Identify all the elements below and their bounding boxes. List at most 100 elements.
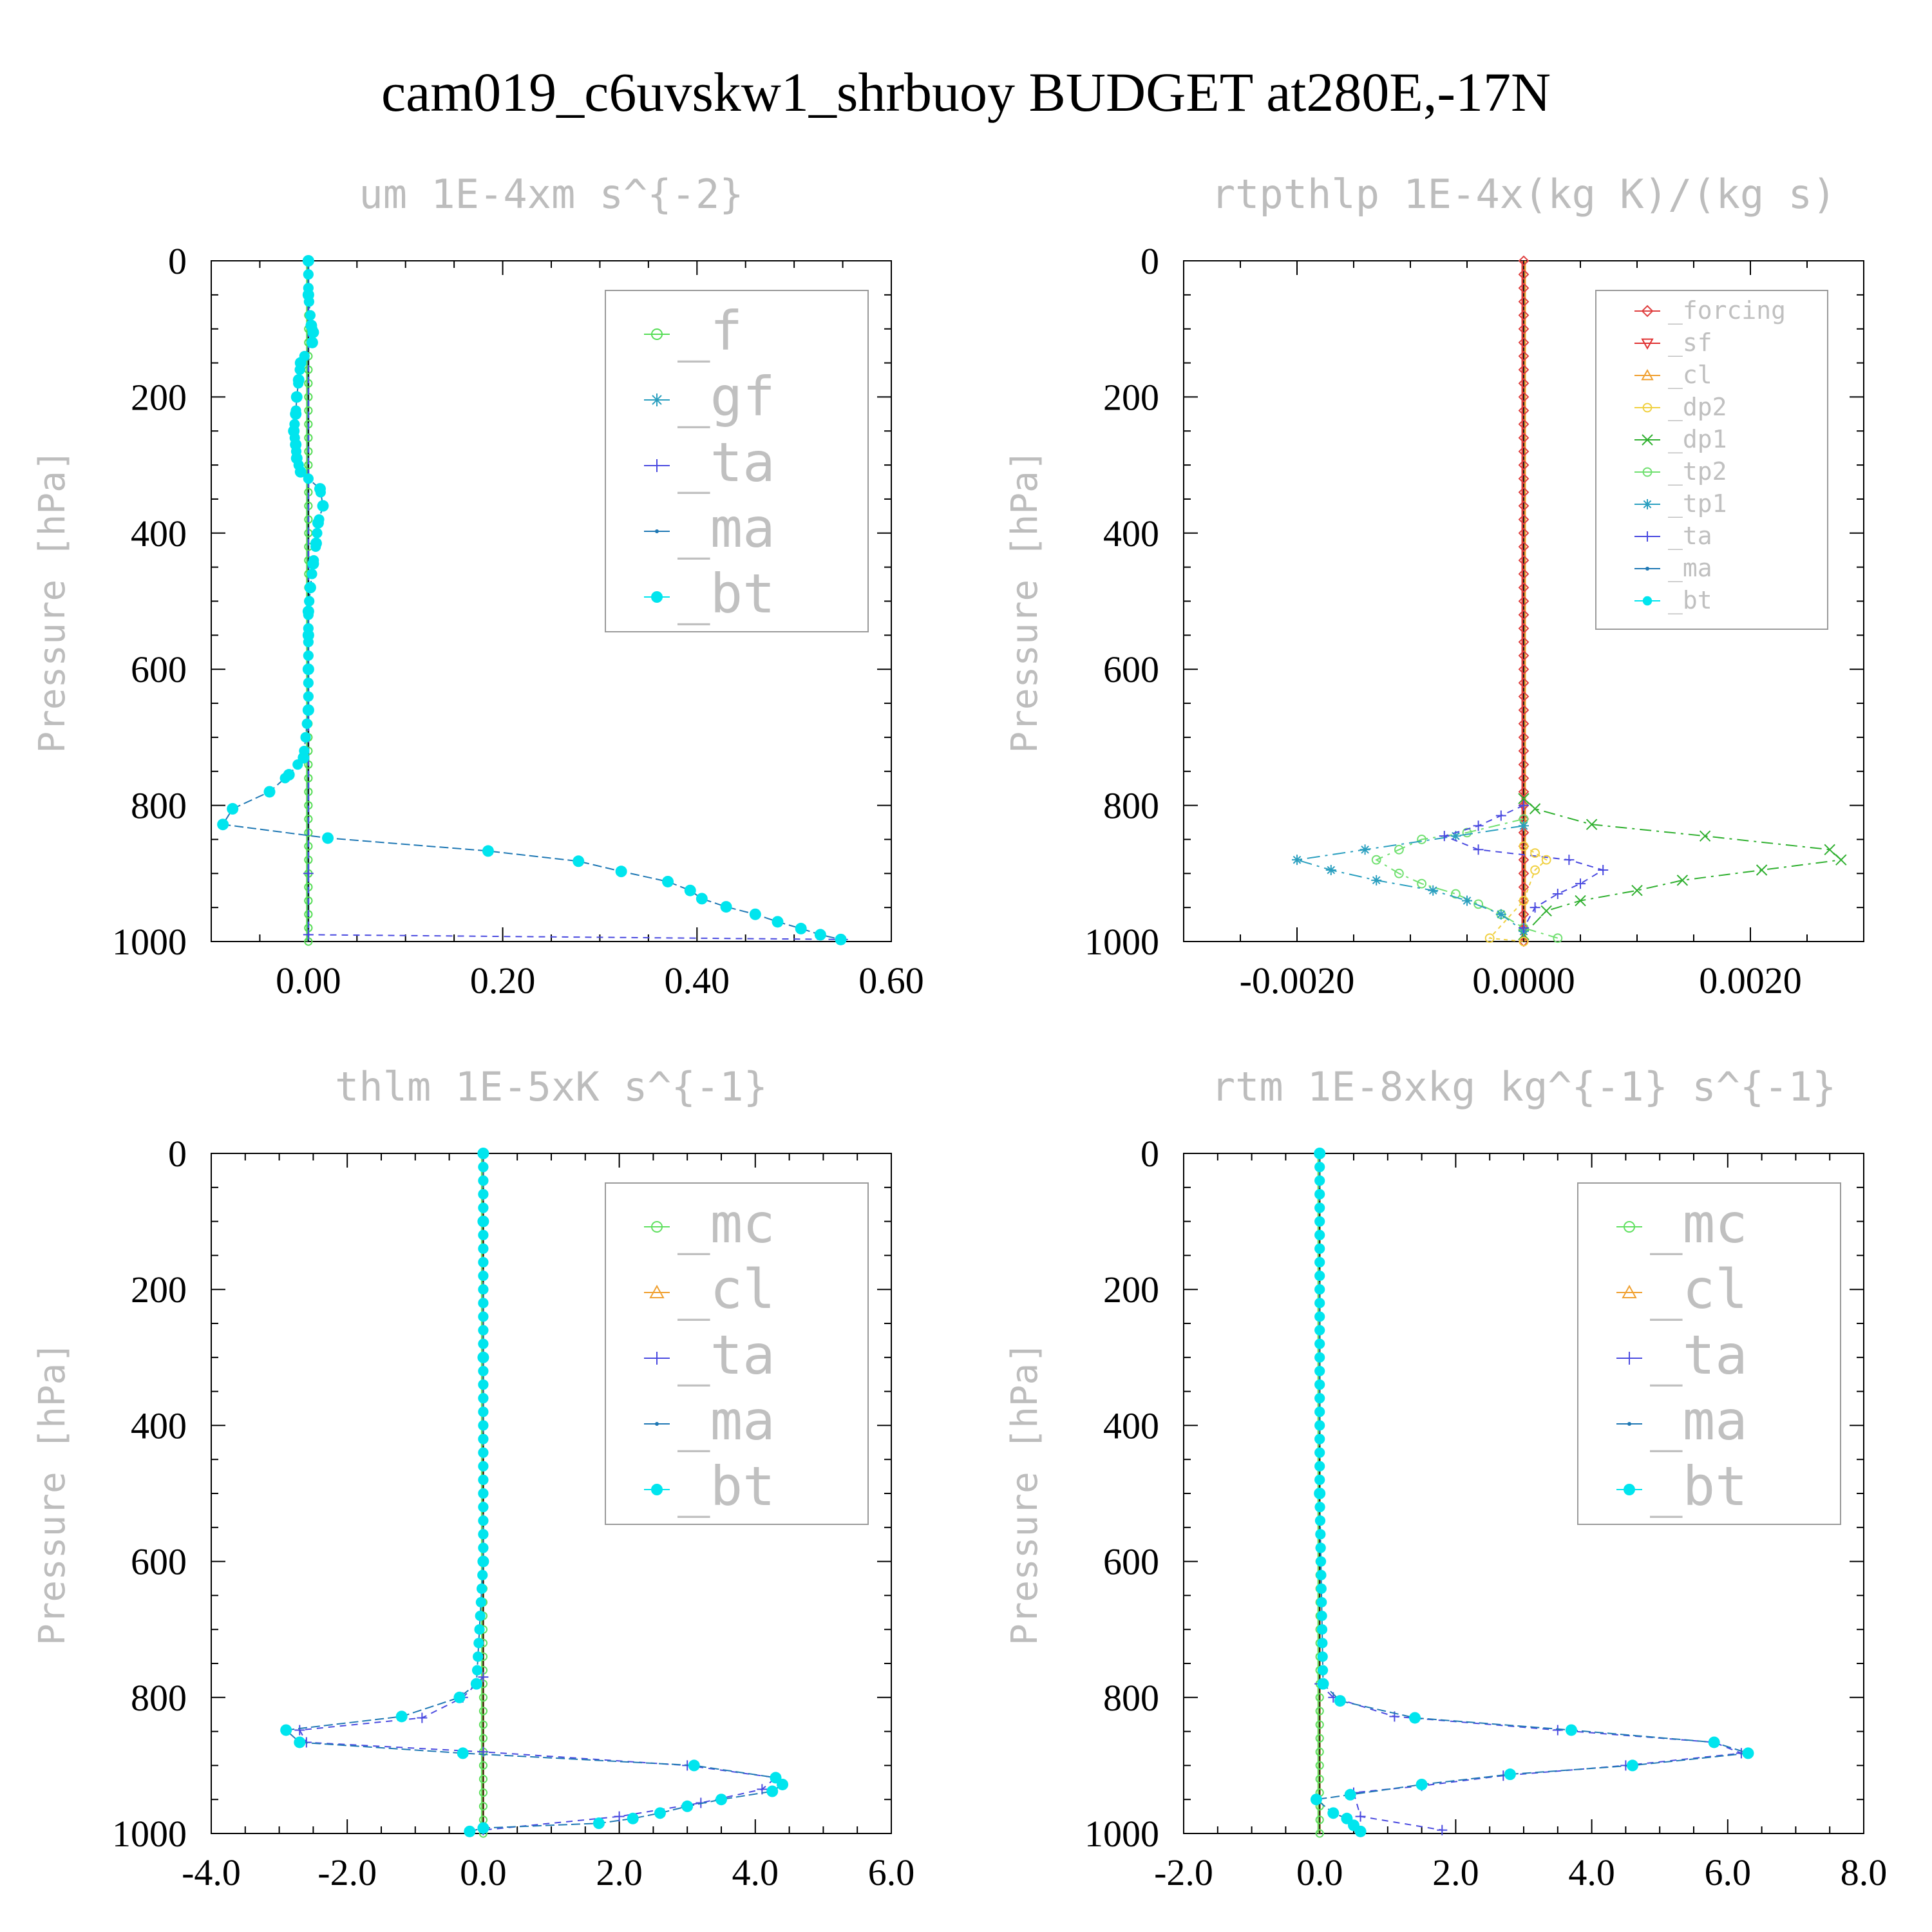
y-tick-label: 200	[1103, 376, 1159, 418]
x-tick-label: 0.40	[665, 960, 730, 1001]
series-_bt-point	[478, 1474, 489, 1485]
series-_bt-point	[294, 365, 305, 375]
series-_bt-point	[478, 1420, 489, 1431]
series-_bt-point	[1315, 1529, 1326, 1540]
legend-box	[605, 1182, 869, 1525]
series-_bt-point	[300, 732, 311, 743]
series-_forcing-point	[1518, 827, 1530, 838]
legend-marker	[650, 393, 663, 406]
series-_bt-point	[720, 901, 732, 913]
y-tick-label: 1000	[112, 1813, 187, 1855]
series-_bt-point	[303, 677, 314, 688]
series-_forcing-point	[1518, 486, 1530, 498]
series-_forcing-point	[1518, 854, 1530, 866]
series-_bt-point	[290, 446, 302, 457]
series-_bt-point	[294, 1736, 306, 1748]
y-tick-label: 1000	[1084, 921, 1159, 963]
series-_forcing-point	[1518, 636, 1530, 648]
series-_dp1-point	[1824, 844, 1835, 856]
series-_dp1-point	[1586, 819, 1598, 830]
x-tick-label: 0.0	[460, 1852, 507, 1893]
series-_dp1-point	[1631, 885, 1643, 896]
series-_bt-point	[478, 1162, 489, 1173]
series-_ta-point	[1552, 889, 1563, 900]
series-_ta-point	[1564, 855, 1575, 866]
y-tick-label: 800	[131, 785, 187, 827]
series-_bt-point	[475, 1596, 486, 1608]
series-_tp1-point	[1292, 855, 1302, 866]
series-_bt-point	[1314, 1148, 1325, 1159]
y-tick-label: 600	[1103, 1541, 1159, 1583]
series-_bt-point	[1315, 1556, 1327, 1567]
series-_dp2-point	[1519, 896, 1529, 905]
series-_tp2-point	[1394, 844, 1404, 855]
series-_bt-point	[477, 1822, 489, 1834]
series-_forcing-point	[1518, 554, 1530, 566]
series-_bt-point	[470, 1678, 482, 1690]
series-_bt-point	[290, 405, 301, 416]
legend-label: _ta	[1668, 522, 1712, 551]
series-_bt-point	[766, 1785, 779, 1797]
series-_bt-point	[1314, 1338, 1325, 1349]
series-_tp2-point	[1451, 889, 1461, 899]
series-_dp1-point	[1699, 830, 1711, 842]
series-_bt-point	[291, 392, 302, 402]
series-_bt-point	[227, 802, 239, 815]
y-tick-label: 400	[1103, 1405, 1159, 1446]
series-_bt-point	[482, 845, 494, 857]
legend-label: _mc	[677, 1192, 775, 1255]
series-_bt-point	[478, 1256, 489, 1268]
series-_tp1-point	[1495, 909, 1506, 920]
legend-marker	[1642, 531, 1653, 542]
series-_bt-point	[1314, 1474, 1325, 1485]
y-tick-label: 600	[1103, 649, 1159, 690]
series-_ta-point	[1495, 810, 1506, 821]
y-axis-label: Pressure [hPa]	[1004, 449, 1046, 753]
panel-4: rtm 1E-8xkg kg^{-1} s^{-1} 0 200 400 600 800 1…	[1004, 1063, 1887, 1893]
legend-marker	[655, 529, 659, 533]
series-_bt-point	[478, 1542, 489, 1553]
series-_bt-point	[478, 1243, 489, 1254]
panel-title: rtpthlp 1E-4x(kg K)/(kg s)	[1211, 171, 1837, 218]
legend-label: _f	[677, 299, 743, 363]
legend-marker	[650, 1352, 663, 1365]
series-_forcing-point	[1518, 514, 1530, 526]
series-_bt-point	[478, 1447, 489, 1458]
series-_bt-point	[304, 596, 315, 607]
series-_bt-point	[749, 908, 761, 920]
series-_bt-point	[473, 1651, 484, 1662]
series-_bt-point	[473, 1638, 484, 1649]
series-_bt-point	[293, 378, 304, 389]
series-_forcing-point	[1518, 296, 1530, 307]
series-_bt-point	[1314, 1175, 1325, 1186]
series-_tp1-point	[1428, 885, 1439, 896]
series-_tp1-point	[1450, 831, 1461, 842]
y-tick-label: 200	[1103, 1269, 1159, 1311]
legend-marker	[651, 591, 663, 603]
series-_bt-point	[1314, 1447, 1325, 1458]
series-_bt-point	[1354, 1825, 1367, 1837]
series-_tp1-point	[1371, 875, 1382, 886]
series-_bt-point	[476, 1583, 488, 1594]
x-tick-label: 0.0020	[1699, 960, 1802, 1001]
legend-label: _cl	[1650, 1258, 1748, 1321]
series-_bt-point	[478, 1338, 489, 1349]
x-tick-label: 4.0	[1568, 1852, 1615, 1893]
series-_bt-point	[1314, 1325, 1325, 1336]
x-tick-label: 2.0	[596, 1852, 643, 1893]
panel-1: um 1E-4xm s^{-2} 0 200 400 600 800 1000 0.00 0.2…	[32, 171, 924, 1001]
x-tick-label: -2.0	[1154, 1852, 1213, 1893]
series-_bt-point	[303, 283, 314, 294]
series-_bt-point	[395, 1710, 408, 1723]
series-_bt-point	[1314, 1461, 1325, 1472]
y-tick-label: 0	[1141, 240, 1159, 282]
series-_bt-point	[307, 337, 317, 348]
series-_forcing-point	[1518, 759, 1530, 770]
legend-marker	[651, 1484, 663, 1495]
series-_bt-point	[289, 432, 300, 443]
series-_bt-point	[1742, 1747, 1754, 1759]
legend-marker	[651, 328, 663, 340]
series-_mc-point	[1315, 1829, 1324, 1838]
legend-label: _ma	[677, 497, 775, 560]
series-_bt-point	[478, 1325, 489, 1336]
